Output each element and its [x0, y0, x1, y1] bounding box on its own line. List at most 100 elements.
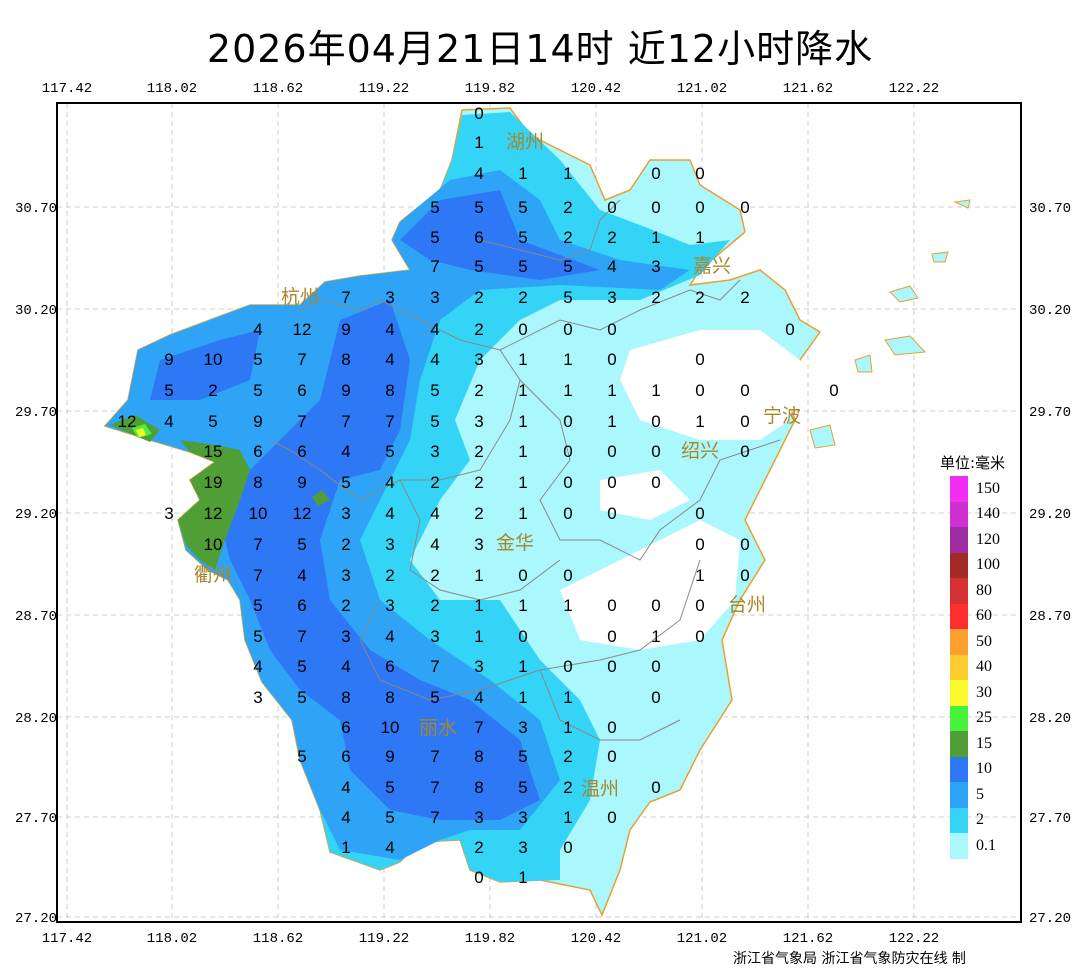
station-value: 0 — [607, 808, 616, 827]
lat-tick-label: 28.20 — [15, 711, 57, 727]
station-value: 0 — [607, 747, 616, 766]
station-value: 7 — [341, 288, 350, 307]
station-value: 2 — [474, 442, 483, 461]
station-value: 19 — [204, 473, 223, 492]
station-value: 0 — [607, 198, 616, 217]
legend-item: 140 — [940, 501, 1020, 527]
station-value: 9 — [385, 747, 394, 766]
station-value: 8 — [341, 350, 350, 369]
legend-swatch — [950, 705, 968, 731]
legend-swatch — [950, 680, 968, 706]
station-value: 8 — [253, 473, 262, 492]
station-value: 7 — [297, 412, 306, 431]
station-value: 5 — [385, 808, 394, 827]
station-value: 3 — [430, 627, 439, 646]
legend-swatch — [950, 501, 968, 527]
station-value: 0 — [651, 198, 660, 217]
city-label: 丽水 — [419, 717, 457, 739]
station-value: 8 — [341, 688, 350, 707]
lon-tick-label: 121.62 — [783, 931, 833, 947]
legend-label: 50 — [976, 632, 992, 650]
station-value: 1 — [695, 228, 704, 247]
station-value: 1 — [518, 350, 527, 369]
station-value: 0 — [651, 688, 660, 707]
station-value: 5 — [518, 257, 527, 276]
legend-swatch — [950, 654, 968, 680]
station-value: 1 — [474, 596, 483, 615]
lon-tick-label: 118.62 — [253, 81, 303, 97]
station-value: 1 — [651, 627, 660, 646]
station-value: 5 — [253, 627, 262, 646]
station-value: 3 — [253, 688, 262, 707]
lat-tick-label: 30.70 — [15, 201, 57, 217]
station-value: 1 — [607, 412, 616, 431]
station-value: 2 — [474, 504, 483, 523]
station-value: 4 — [607, 257, 616, 276]
station-value: 1 — [518, 596, 527, 615]
station-value: 0 — [695, 627, 704, 646]
legend-label: 60 — [976, 607, 992, 625]
station-value: 4 — [430, 350, 439, 369]
station-value: 5 — [385, 442, 394, 461]
lon-tick-label: 118.02 — [147, 931, 197, 947]
legend-label: 140 — [976, 505, 1000, 523]
station-value: 7 — [341, 412, 350, 431]
station-value: 7 — [297, 350, 306, 369]
station-value: 1 — [474, 133, 483, 152]
station-value: 0 — [740, 442, 749, 461]
station-value: 0 — [740, 535, 749, 554]
station-value: 12 — [293, 320, 312, 339]
station-value: 1 — [563, 596, 572, 615]
station-value: 2 — [474, 838, 483, 857]
station-value: 3 — [518, 808, 527, 827]
station-value: 7 — [430, 808, 439, 827]
station-value: 2 — [430, 566, 439, 585]
station-value: 1 — [563, 808, 572, 827]
station-value: 6 — [341, 718, 350, 737]
area-15mm — [110, 415, 330, 570]
legend-title: 单位:毫米 — [940, 454, 1006, 472]
station-value: 10 — [381, 718, 400, 737]
legend-item: 2 — [940, 807, 1020, 833]
station-value: 0 — [518, 627, 527, 646]
station-value: 9 — [341, 381, 350, 400]
lon-tick-label: 121.02 — [677, 931, 727, 947]
station-value: 3 — [474, 535, 483, 554]
station-value: 5 — [253, 596, 262, 615]
station-value: 4 — [385, 627, 394, 646]
station-value: 3 — [518, 718, 527, 737]
station-value: 0 — [695, 535, 704, 554]
station-value: 1 — [563, 718, 572, 737]
station-value: 0 — [695, 504, 704, 523]
city-label: 衢州 — [194, 564, 232, 586]
lon-tick-label: 122.22 — [889, 931, 939, 947]
station-value: 5 — [297, 535, 306, 554]
station-value: 5 — [208, 412, 217, 431]
station-value: 0 — [651, 442, 660, 461]
lat-tick-label: 30.70 — [1029, 201, 1071, 217]
station-value: 0 — [607, 627, 616, 646]
station-value: 1 — [518, 657, 527, 676]
legend-label: 2 — [976, 811, 984, 829]
lat-tick-label: 29.70 — [1029, 405, 1071, 421]
station-value: 0 — [695, 350, 704, 369]
station-value: 1 — [341, 838, 350, 857]
legend-swatch — [950, 527, 968, 553]
station-value: 10 — [249, 504, 268, 523]
station-value: 3 — [430, 442, 439, 461]
station-value: 7 — [297, 627, 306, 646]
legend-item: 5 — [940, 782, 1020, 808]
station-value: 2 — [474, 320, 483, 339]
legend-item: 40 — [940, 654, 1020, 680]
station-value: 5 — [341, 473, 350, 492]
legend-item: 15 — [940, 731, 1020, 757]
station-value: 3 — [474, 412, 483, 431]
station-value: 0 — [651, 596, 660, 615]
station-value: 5 — [474, 198, 483, 217]
station-value: 2 — [563, 747, 572, 766]
station-value: 2 — [474, 381, 483, 400]
lon-tick-label: 120.42 — [571, 931, 621, 947]
station-value: 4 — [474, 164, 483, 183]
station-value: 3 — [385, 596, 394, 615]
